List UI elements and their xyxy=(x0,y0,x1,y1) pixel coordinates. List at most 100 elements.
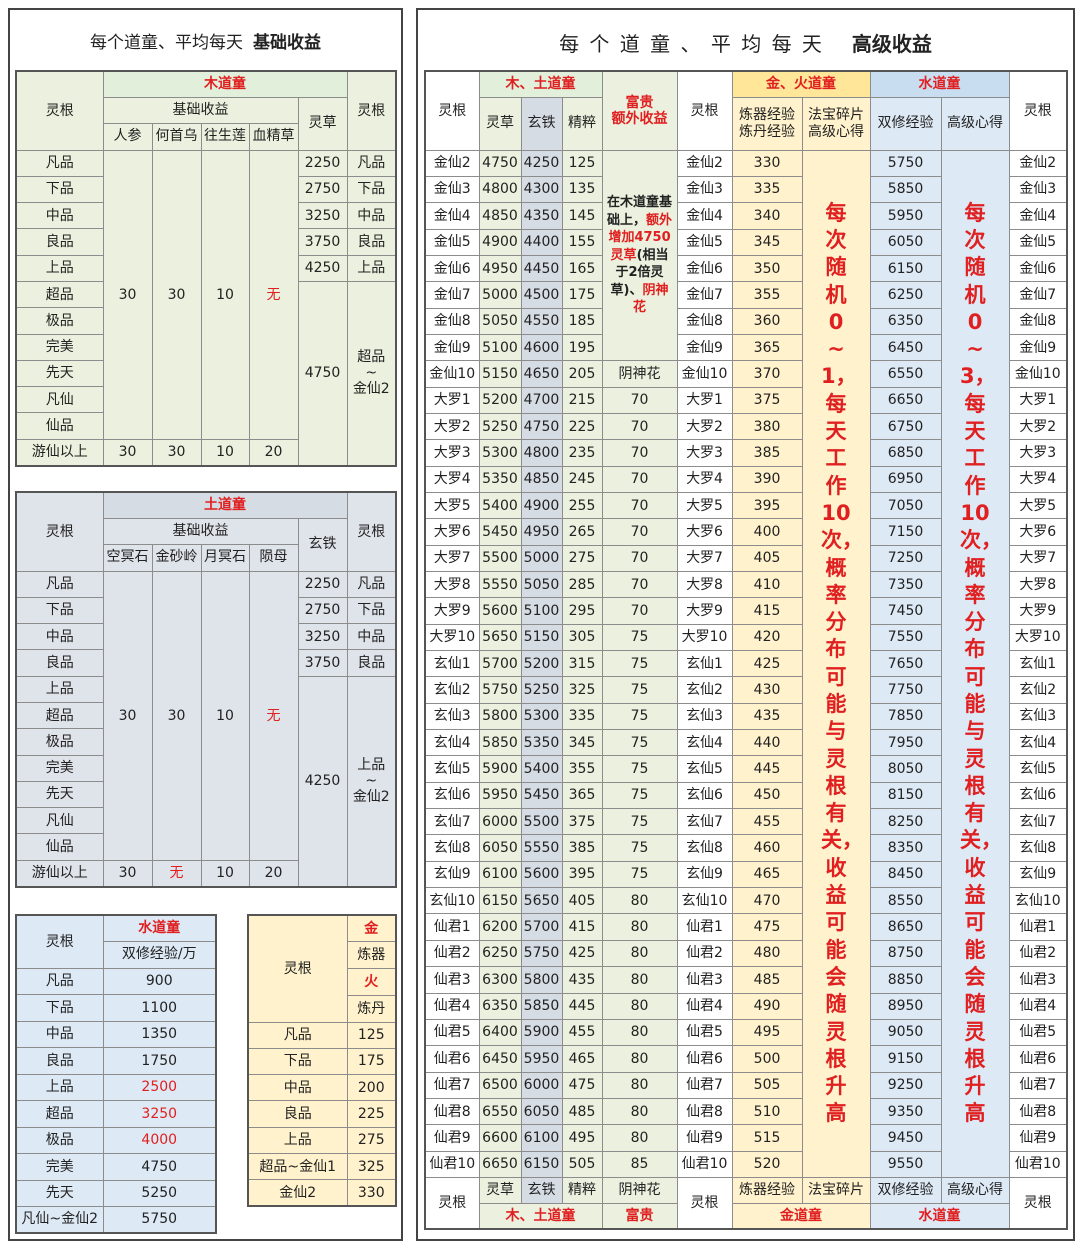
cell: 30 xyxy=(102,859,153,888)
title-text: 每 个 道 童 、 平 均 每 天 xyxy=(559,32,822,56)
cell: 仙君10 xyxy=(1008,1150,1068,1178)
cell: 255 xyxy=(561,491,603,520)
cell: 玄仙2 xyxy=(424,676,480,704)
cell: 405 xyxy=(731,544,803,573)
cell: 275 xyxy=(561,544,603,573)
cell: 富贵 xyxy=(601,1202,678,1230)
cell: 5400 xyxy=(520,755,563,783)
cell: 4750 xyxy=(102,1153,217,1181)
cell: 极品 xyxy=(15,307,104,335)
cell: 超品 ~ 金仙2 xyxy=(346,280,397,467)
table-row: 仙品 xyxy=(15,412,396,440)
cell: 165 xyxy=(561,254,603,283)
cell: 大罗4 xyxy=(424,465,480,493)
cell: 9250 xyxy=(869,1071,942,1099)
cell: 1750 xyxy=(102,1047,217,1075)
cell: 5950 xyxy=(520,1045,563,1073)
cell: 445 xyxy=(731,755,803,783)
cell: 凡品 xyxy=(15,967,104,995)
cell: 6650 xyxy=(869,386,942,414)
cell: 195 xyxy=(561,333,603,362)
cell: 先天 xyxy=(15,1179,104,1207)
cell: 10 xyxy=(200,859,250,888)
cell: 425 xyxy=(731,650,803,678)
cell: 双修经验/万 xyxy=(102,940,217,969)
table-row: 先天 xyxy=(15,780,396,809)
cell: 490 xyxy=(731,992,803,1020)
cell: 5500 xyxy=(478,544,522,573)
cell: 4750 xyxy=(478,149,522,177)
cell: 仙君7 xyxy=(1008,1071,1068,1099)
cell: 玄仙6 xyxy=(424,781,480,810)
cell: 5750 xyxy=(478,676,522,704)
cell-line: 炼丹经验 xyxy=(739,123,796,140)
cell: 70 xyxy=(601,597,678,625)
cell: 水道童 xyxy=(869,1202,1010,1230)
cell: 仙君4 xyxy=(1008,992,1068,1020)
table-row: 上品 275 xyxy=(247,1126,397,1154)
cell: 175 xyxy=(346,1047,397,1076)
cell: 金仙5 xyxy=(424,228,480,256)
cell: 高级心得 xyxy=(940,96,1010,151)
cell: 空冥石 xyxy=(102,543,153,572)
table-row: 玄仙4 5850 5350 345 75 玄仙4 440 7950 玄仙4 xyxy=(424,729,1068,757)
cell: 75 xyxy=(601,755,678,783)
cell: 玄仙9 xyxy=(1008,860,1068,889)
cell: 7850 xyxy=(869,702,942,731)
cell: 8850 xyxy=(869,966,942,994)
table-row: 先天 xyxy=(15,359,396,388)
cell: 345 xyxy=(561,729,603,757)
table-row: 金仙7 5000 4500 175 金仙7 355 6250 金仙7 xyxy=(424,281,1068,309)
cell: 485 xyxy=(731,966,803,994)
cell: 5250 xyxy=(102,1179,217,1207)
cell: 7350 xyxy=(869,570,942,599)
table-row: 金仙3 4800 4300 135 金仙3 335 5850 金仙3 xyxy=(424,175,1068,204)
cell: 超品 xyxy=(15,280,104,309)
cell: 玄仙3 xyxy=(676,702,733,731)
cell: 6500 xyxy=(478,1071,522,1099)
table-row: 仙品 xyxy=(15,833,396,861)
cell: 1350 xyxy=(102,1020,217,1048)
cell: 游仙以上 xyxy=(15,438,104,467)
cell: 495 xyxy=(731,1018,803,1047)
cell: 425 xyxy=(561,939,603,968)
cell: 385 xyxy=(731,439,803,467)
cell: 玄仙1 xyxy=(1008,650,1068,678)
cell: 420 xyxy=(731,623,803,652)
cell: 5350 xyxy=(520,729,563,757)
table-row: 超品 4750 超品 ~ 金仙2 xyxy=(15,280,397,467)
table-row: 金仙10 5150 4650 205 阴神花 金仙10 370 6550 金仙10 xyxy=(424,360,1068,388)
cell: 145 xyxy=(561,202,603,230)
cell: 玄仙5 xyxy=(424,755,480,783)
cell: 玄铁 xyxy=(520,96,563,151)
cell: 灵根 xyxy=(1008,1176,1068,1230)
cell: 灵草 xyxy=(478,96,522,151)
cell: 4600 xyxy=(520,333,563,362)
table-row: 金仙2 330 xyxy=(247,1179,397,1207)
cell: 6050 xyxy=(478,834,522,862)
cell: 4300 xyxy=(520,175,563,204)
cell: 445 xyxy=(561,992,603,1020)
table-row: 中品 3250 中品 xyxy=(15,623,397,651)
table-row: 仙君10 6650 6150 505 85 仙君10 520 9550 仙君10 xyxy=(424,1150,1068,1178)
cell: 木、土道童 xyxy=(478,1202,603,1230)
cell: 2250 xyxy=(297,570,348,598)
cell: 6150 xyxy=(520,1150,563,1178)
cell: 2500 xyxy=(102,1073,217,1101)
cell: 仙君10 xyxy=(676,1150,733,1178)
cell: 仙君5 xyxy=(424,1018,480,1047)
cell: 仙君1 xyxy=(676,913,733,941)
cell: 仙君6 xyxy=(424,1045,480,1073)
cell: 6950 xyxy=(869,465,942,493)
cell: 75 xyxy=(601,729,678,757)
cell: 5800 xyxy=(478,702,522,731)
cell: 仙品 xyxy=(15,412,104,440)
cell: 金仙10 xyxy=(676,360,733,388)
cell: 中品 xyxy=(15,202,104,230)
table-row: 玄仙9 6100 5600 395 75 玄仙9 465 8450 玄仙9 xyxy=(424,860,1068,889)
table-row: 玄仙5 5900 5400 355 75 玄仙5 445 8050 玄仙5 xyxy=(424,755,1068,783)
cell: 75 xyxy=(601,702,678,731)
cell: 良品 xyxy=(346,228,397,256)
cell: 金仙7 xyxy=(676,281,733,309)
